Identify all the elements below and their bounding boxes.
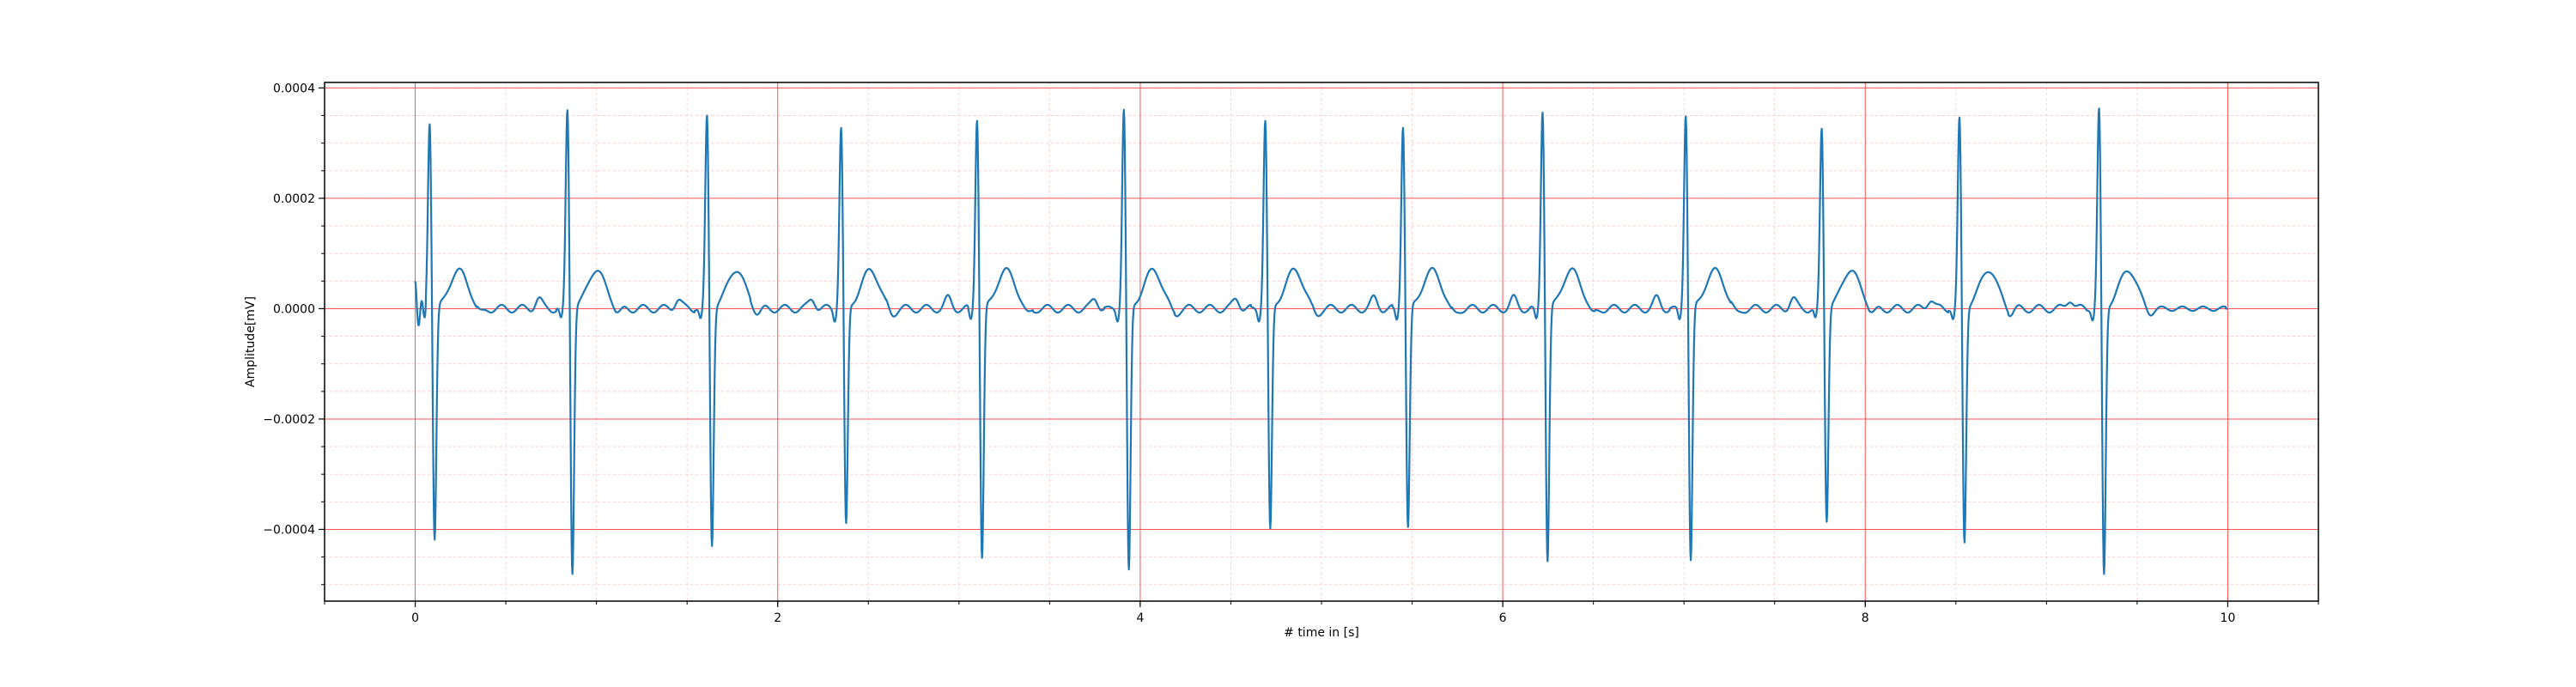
x-tick-label: 0 (411, 611, 419, 625)
y-tick-label: 0.0000 (273, 302, 315, 316)
axis-ticks: 0 2 4 6 8 10 0.0004 0.0002 0.0000 −0.0002 −0.0004 (263, 82, 2319, 625)
y-tick-label: −0.0002 (263, 413, 315, 427)
x-tick-label: 10 (2221, 611, 2236, 625)
x-tick-label: 2 (774, 611, 781, 625)
y-tick-label: −0.0004 (263, 523, 315, 537)
y-tick-label: 0.0002 (273, 192, 315, 206)
ecg-signal-line (414, 107, 2229, 575)
y-tick-label: 0.0004 (273, 82, 315, 95)
x-axis-label: # time in [s] (1284, 626, 1359, 640)
x-tick-label: 6 (1499, 611, 1507, 625)
x-tick-label: 4 (1136, 611, 1144, 625)
major-grid (325, 82, 2318, 601)
x-tick-label: 8 (1862, 611, 1869, 625)
series-layer (414, 107, 2229, 575)
y-axis-label: Amplitude[mV] (244, 296, 258, 387)
